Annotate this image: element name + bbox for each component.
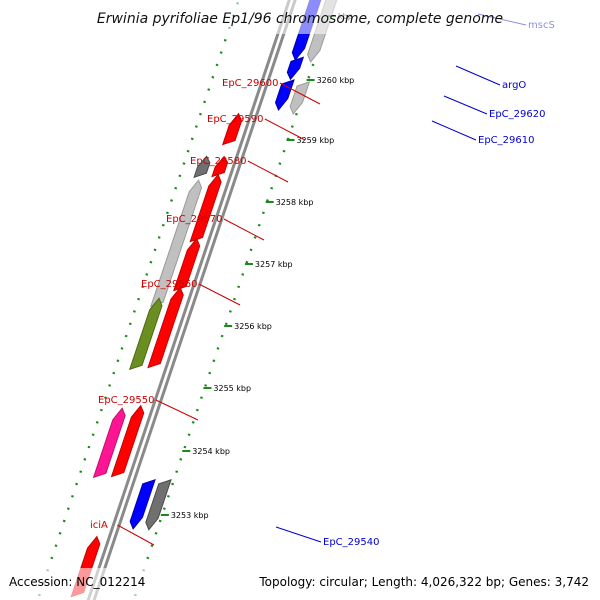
features: [70, 0, 338, 598]
feature-arrow-EpC_29570-b-body: [172, 237, 201, 292]
feature-label-EpC_29560: EpC_29560: [141, 279, 197, 290]
feature-arrow-EpC_29610: [289, 81, 311, 115]
tick-label: 3259 kbp: [296, 136, 334, 145]
feature-arrow-EpC_29570-b: [172, 237, 201, 292]
backbone-line-inner: [86, 0, 291, 600]
feature-arrow-EpC_29550-b-body: [110, 404, 145, 478]
feature-label-EpC_29550: EpC_29550: [98, 395, 154, 406]
leader-line: [117, 524, 155, 546]
feature-arrow-argO-body: [286, 56, 305, 81]
feature-arrow-EpC_29550: [92, 407, 126, 479]
tick-label: 3257 kbp: [255, 260, 293, 269]
feature-arrow-EpC_29580-b-body: [189, 173, 222, 243]
tick-label: 3253 kbp: [171, 511, 209, 520]
feature-label-EpC_29610: EpC_29610: [478, 135, 534, 146]
feature-arrow-EpC_29620-body: [274, 79, 295, 111]
tick-label: 3258 kbp: [276, 198, 314, 207]
feature-arrow-EpC_29590: [193, 155, 211, 179]
leader-line: [455, 65, 501, 86]
feature-label-EpC_29570: EpC_29570: [166, 214, 222, 225]
dotted-guide-left: [36, 0, 241, 600]
feature-arrow-EpC_29550-b: [110, 404, 145, 478]
feature-label-EpC_29580: EpC_29580: [190, 156, 246, 167]
dotted-guide-right: [132, 0, 336, 600]
tick-label: 3255 kbp: [213, 384, 251, 393]
feature-arrow-EpC_29550-body: [92, 407, 126, 479]
feature-arrow-EpC_29560-b: [147, 286, 184, 369]
summary-text: Topology: circular; Length: 4,026,322 bp…: [258, 575, 589, 589]
leader-line: [443, 95, 488, 115]
feature-arrow-EpC_29590-body: [193, 155, 211, 179]
feature-arrow-argO: [286, 56, 305, 81]
accession-text: Accession: NC_012214: [9, 575, 145, 589]
feature-arrow-EpC_29540-a-body: [129, 479, 156, 530]
feature-label-EpC_29600: EpC_29600: [222, 78, 278, 89]
feature-arrow-EpC_29540-a: [129, 479, 156, 530]
feature-label-EpC_29590: EpC_29590: [207, 114, 263, 125]
feature-arrow-EpC_29600: [221, 112, 243, 146]
leader-line: [223, 218, 265, 241]
leader-line: [279, 82, 321, 105]
leader-line: [275, 526, 322, 543]
leader-line: [264, 118, 306, 141]
feature-arrow-EpC_29600-body: [221, 112, 243, 146]
feature-arrow-EpC_29580-body: [211, 155, 229, 178]
backbone-line-outer: [92, 0, 297, 600]
leader-line: [247, 160, 289, 183]
leader-line: [198, 283, 241, 306]
dotted-guides: [36, 0, 336, 600]
tick-label: 3260 kbp: [317, 76, 355, 85]
leader-line: [155, 399, 199, 421]
feature-arrow-EpC_29620: [274, 79, 295, 111]
feature-arrow-EpC_29560-body: [128, 297, 163, 371]
feature-label-iciA: iciA: [90, 520, 108, 531]
footer-backdrop: [0, 568, 600, 600]
backbone: [86, 0, 297, 600]
feature-label-EpC_29540: EpC_29540: [323, 537, 379, 548]
tick-label: 3254 kbp: [192, 447, 230, 456]
feature-arrow-EpC_29540-body: [145, 478, 172, 531]
map-title: Erwinia pyrifoliae Ep1/96 chromosome, co…: [97, 11, 503, 27]
feature-label-argO: argO: [502, 80, 526, 91]
feature-arrow-EpC_29560-b-body: [147, 286, 184, 369]
feature-arrow-EpC_29580-b: [189, 173, 222, 243]
title-backdrop: [0, 0, 600, 34]
feature-arrow-EpC_29610-body: [289, 81, 311, 115]
feature-arrow-EpC_29580: [211, 155, 229, 178]
feature-arrow-EpC_29540: [145, 478, 172, 531]
feature-labels: EpC_29600 EpC_29590 EpC_29580 EpC_29570 EpC_…: [90, 13, 555, 548]
tick-label: 3256 kbp: [234, 322, 272, 331]
feature-label-EpC_29620: EpC_29620: [489, 109, 545, 120]
feature-arrow-EpC_29560: [128, 297, 163, 371]
leader-line: [431, 120, 477, 141]
